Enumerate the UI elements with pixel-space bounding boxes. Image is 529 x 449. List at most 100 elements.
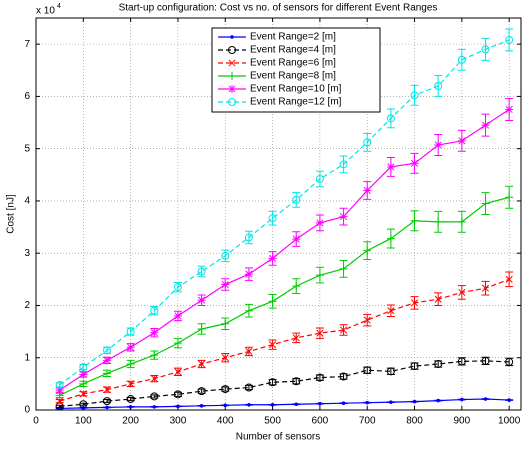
x-tick-label: 200 xyxy=(122,416,139,427)
error-bar xyxy=(410,84,419,106)
marker xyxy=(457,55,466,64)
legend-label: Event Range=6 [m] xyxy=(250,58,336,69)
error-bar xyxy=(481,37,490,61)
marker xyxy=(481,199,490,208)
marker xyxy=(292,334,300,342)
marker xyxy=(315,218,324,227)
marker xyxy=(340,326,348,334)
marker xyxy=(292,235,301,244)
marker xyxy=(410,362,419,371)
marker xyxy=(199,404,204,408)
marker xyxy=(244,233,253,242)
marker xyxy=(481,284,490,292)
marker xyxy=(339,264,348,273)
y-tick-label: 6 xyxy=(24,91,30,102)
marker xyxy=(483,397,488,401)
marker xyxy=(505,275,513,283)
marker xyxy=(434,217,443,226)
marker xyxy=(318,401,322,406)
y-axis-label: Cost [nJ] xyxy=(6,194,17,234)
marker xyxy=(481,45,490,54)
marker xyxy=(150,375,158,383)
error-bar xyxy=(292,192,301,208)
marker xyxy=(481,121,490,130)
series xyxy=(55,185,514,400)
x-tick-label: 500 xyxy=(264,416,281,427)
marker xyxy=(268,297,277,306)
marker xyxy=(79,379,88,388)
marker xyxy=(79,363,88,372)
marker xyxy=(150,351,159,360)
marker xyxy=(457,357,466,366)
y-tick-label: 7 xyxy=(24,39,30,50)
marker xyxy=(363,246,372,255)
error-bar xyxy=(339,155,348,174)
marker xyxy=(389,400,393,404)
marker xyxy=(173,283,182,292)
marker xyxy=(102,346,111,355)
marker xyxy=(127,380,135,388)
marker xyxy=(79,390,87,398)
marker xyxy=(339,160,348,169)
marker xyxy=(386,234,395,243)
marker xyxy=(387,307,395,315)
error-bar xyxy=(457,48,466,71)
marker xyxy=(174,368,182,376)
legend-marker xyxy=(228,85,236,93)
error-bar xyxy=(150,394,159,399)
marker xyxy=(460,397,464,402)
error-bar xyxy=(268,210,277,226)
marker xyxy=(245,347,253,356)
marker xyxy=(126,360,135,369)
marker xyxy=(363,138,372,147)
series xyxy=(55,356,514,411)
legend-marker xyxy=(230,35,234,39)
marker xyxy=(103,386,111,394)
marker xyxy=(434,360,443,369)
y-tick-label: 0 xyxy=(24,405,30,416)
marker xyxy=(244,383,253,392)
marker xyxy=(412,399,417,404)
error-bar xyxy=(126,396,135,402)
series-line xyxy=(59,108,510,391)
x-tick-label: 1000 xyxy=(498,416,521,427)
marker xyxy=(436,398,440,403)
marker xyxy=(197,324,206,333)
legend-label: Event Range=2 [m] xyxy=(250,32,336,43)
error-bar xyxy=(55,404,64,408)
marker xyxy=(126,327,135,336)
marker xyxy=(173,311,182,320)
series-line xyxy=(59,278,510,402)
marker xyxy=(410,299,419,307)
marker xyxy=(247,402,251,407)
marker xyxy=(316,329,324,337)
marker xyxy=(102,369,111,378)
marker xyxy=(434,81,443,90)
error-bar xyxy=(434,74,443,97)
marker xyxy=(434,295,442,303)
marker xyxy=(410,159,419,168)
marker xyxy=(410,91,419,100)
marker xyxy=(126,343,135,352)
y-tick-label: 2 xyxy=(24,300,30,311)
marker xyxy=(315,271,324,280)
y-scale-exponent: 4 xyxy=(57,3,61,10)
marker xyxy=(270,402,275,407)
marker xyxy=(197,387,206,396)
marker xyxy=(268,254,277,263)
y-tick-label: 1 xyxy=(24,352,30,363)
marker xyxy=(221,385,230,394)
marker xyxy=(268,378,277,387)
error-bar xyxy=(79,402,88,406)
marker xyxy=(386,114,395,123)
marker xyxy=(457,217,466,226)
marker xyxy=(150,306,159,315)
marker xyxy=(173,339,182,348)
x-tick-label: 900 xyxy=(454,416,471,427)
marker xyxy=(244,270,253,279)
series xyxy=(55,28,514,389)
series xyxy=(55,271,514,405)
x-tick-label: 700 xyxy=(359,416,376,427)
marker xyxy=(102,356,111,365)
